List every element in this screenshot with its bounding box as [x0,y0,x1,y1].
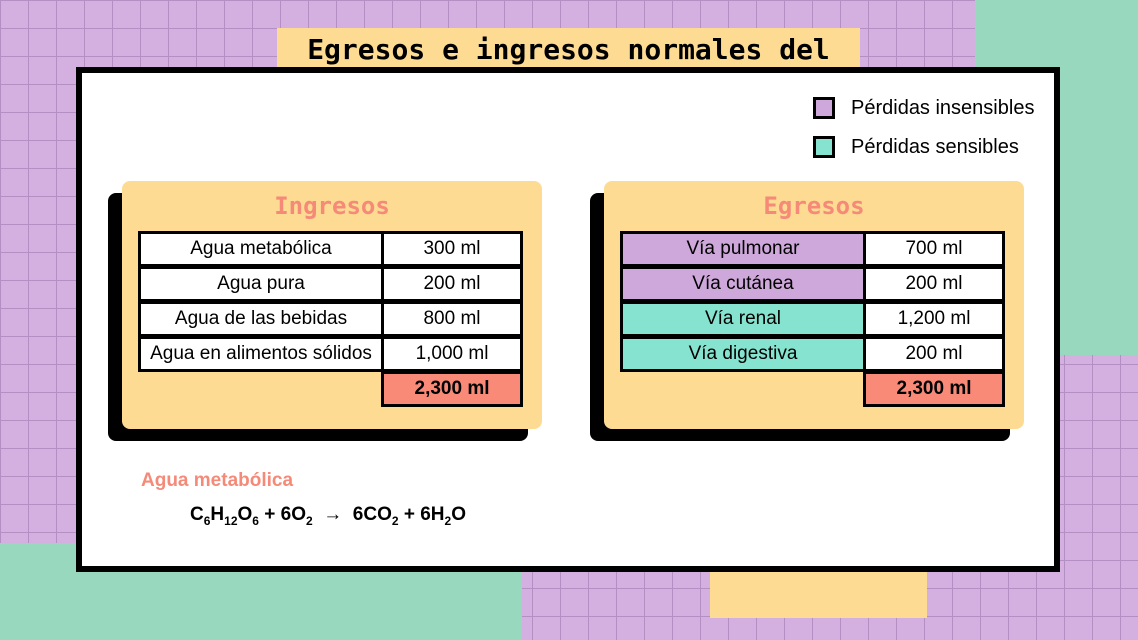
formula-sub: 2 [305,513,313,528]
table-cell: 700 ml [863,231,1005,267]
table-cell: Vía cutánea [620,266,866,302]
table-cell: 1,200 ml [863,301,1005,337]
formula-sub: 12 [224,513,238,528]
formula-text: O [237,504,253,525]
table-cell: 200 ml [863,336,1005,372]
note-heading: Agua metabólica [141,470,294,491]
formula-sub: 6 [203,513,211,528]
legend-swatch [813,136,835,158]
table-cell: 1,000 ml [381,336,523,372]
table-cell: Vía pulmonar [620,231,866,267]
formula: C6H12O6 + 6O2 → 6CO2 + 6H2O [190,504,466,528]
title: Egresos e ingresos normales del agua [277,28,860,110]
formula-text: → 6CO [312,504,392,525]
table-cell: 800 ml [381,301,523,337]
formula-text: H [210,504,225,525]
card-heading: Ingresos [274,192,390,220]
legend-label: Pérdidas insensibles [851,97,1035,119]
legend-swatch [813,97,835,119]
formula-text: + 6O [258,504,306,525]
table-cell: 300 ml [381,231,523,267]
table-total: 2,300 ml [863,371,1005,407]
formula-text: O [451,504,466,525]
table-total: 2,300 ml [381,371,523,407]
card-heading: Egresos [763,192,865,220]
formula-sub: 2 [444,513,452,528]
formula-text: C [190,504,204,525]
table-cell: Agua de las bebidas [138,301,384,337]
table-cell: 200 ml [381,266,523,302]
table-cell: Vía digestiva [620,336,866,372]
table-cell: 200 ml [863,266,1005,302]
legend-label: Pérdidas sensibles [851,136,1019,158]
table-cell: Agua pura [138,266,384,302]
table-cell: Vía renal [620,301,866,337]
formula-sub: 6 [252,513,259,528]
table-cell: Agua metabólica [138,231,384,267]
formula-text: + 6H [398,504,445,525]
table-cell: Agua en alimentos sólidos [138,336,384,372]
formula-sub: 2 [391,513,399,528]
